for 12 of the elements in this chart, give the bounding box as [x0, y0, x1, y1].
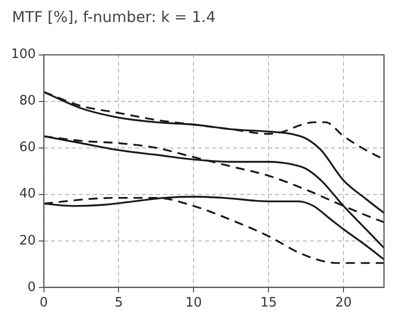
- x-tick-label: 5: [114, 296, 123, 311]
- y-tick-label: 0: [28, 280, 36, 295]
- x-tick-label: 15: [260, 296, 277, 311]
- y-tick-label: 20: [19, 233, 36, 248]
- x-tick-label: 20: [335, 296, 352, 311]
- x-tick-label: 0: [40, 296, 48, 311]
- y-tick-label: 80: [19, 94, 36, 109]
- y-tick-label: 60: [19, 140, 36, 156]
- x-tick-label: 10: [185, 296, 202, 311]
- chart-title: MTF [%], f-number: k = 1.4: [12, 8, 217, 26]
- y-tick-label: 100: [10, 47, 36, 62]
- y-tick-label: 40: [19, 186, 36, 202]
